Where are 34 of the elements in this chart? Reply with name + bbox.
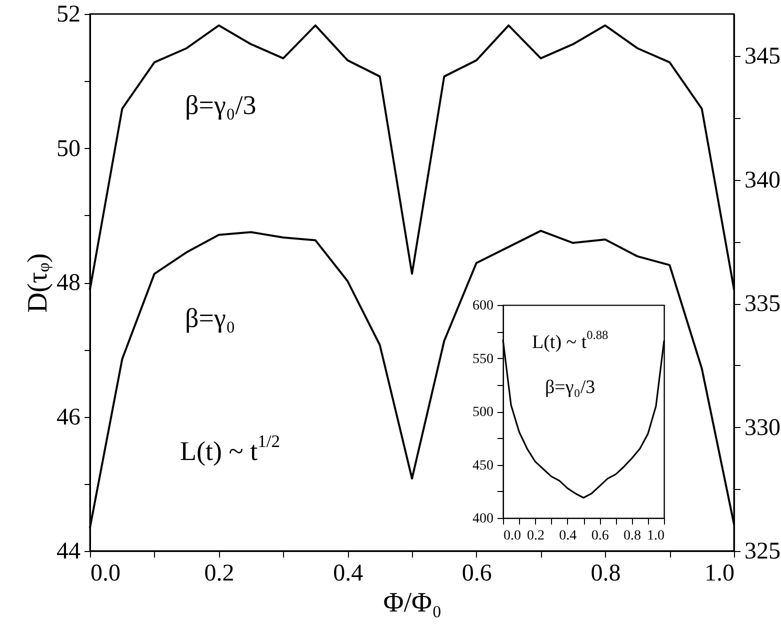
x-tick-label: 0.0 xyxy=(504,528,521,544)
y2-tick-label: 335 xyxy=(744,291,780,318)
series-label: β=γ₀ xyxy=(185,303,236,333)
x-tick-label: 0.8 xyxy=(590,560,621,586)
x-tick-label: 0.6 xyxy=(462,560,492,586)
y-tick-label: 600 xyxy=(472,298,494,314)
x-tick-label: 0.2 xyxy=(204,560,234,586)
x-tick-label: 0.2 xyxy=(526,528,544,544)
x-tick-label: 1.0 xyxy=(647,528,664,544)
y2-tick-label: 325 xyxy=(744,538,780,564)
y2-tick-label: 330 xyxy=(744,414,780,441)
annotation: L(t) ~ t$^{1/2}$ xyxy=(180,430,280,466)
x-tick-label: 0.0 xyxy=(90,560,120,586)
x-tick-label: 1.0 xyxy=(704,560,734,586)
y-tick-label: 46 xyxy=(56,404,80,430)
x-tick-label: 0.4 xyxy=(333,560,364,586)
y-tick-label: 450 xyxy=(472,458,494,474)
y-tick-label: 550 xyxy=(472,352,494,367)
y2-tick-label: 340 xyxy=(744,167,780,194)
x-axis-title: Φ/Φ₀ xyxy=(383,588,442,618)
y-tick-label: 50 xyxy=(56,136,80,162)
y-tick-label: 52 xyxy=(56,2,80,28)
y-tick-label: 48 xyxy=(56,270,80,296)
x-tick-label: 0.8 xyxy=(624,528,642,544)
series-label: β=γ₀/3 xyxy=(545,377,596,398)
x-tick-label: 0.6 xyxy=(591,528,609,544)
y-tick-label: 44 xyxy=(56,538,80,564)
y-axis-title: D(τᵩ) xyxy=(22,253,54,313)
y-tick-label: 500 xyxy=(472,405,494,420)
y2-tick-label: 345 xyxy=(744,44,780,70)
x-tick-label: 0.4 xyxy=(559,528,577,544)
annotation: L(t) ~ t$^{0.88}$ xyxy=(532,328,608,353)
y-tick-label: 400 xyxy=(472,512,494,526)
series-label: β=γ₀/3 xyxy=(185,90,256,120)
